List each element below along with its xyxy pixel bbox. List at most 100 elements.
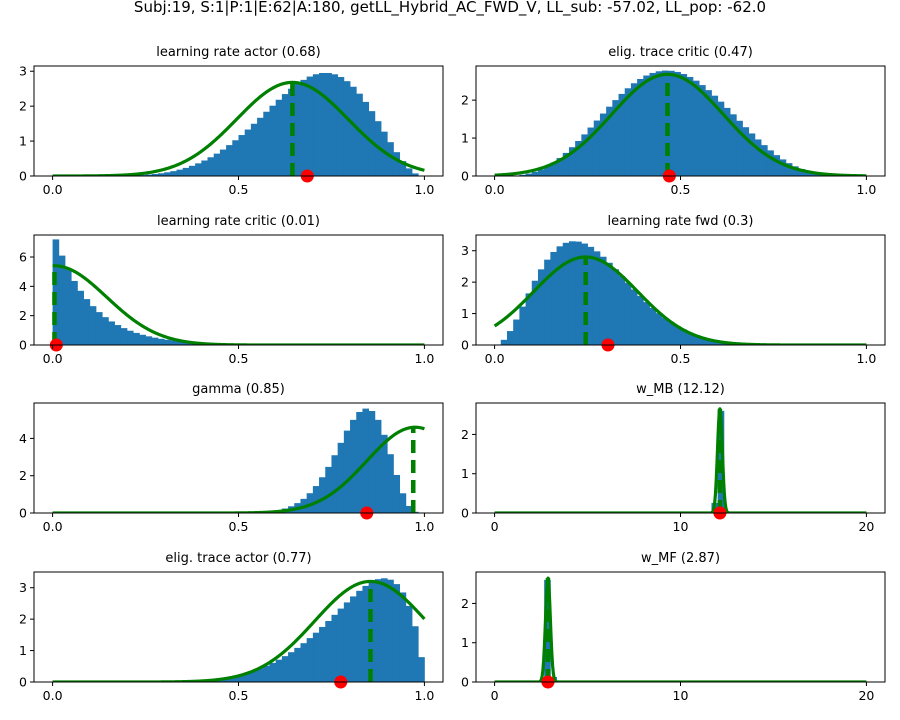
histogram-bar — [556, 246, 564, 345]
y-tick-label: 2 — [19, 308, 27, 323]
x-tick-label: 0.5 — [229, 351, 249, 366]
x-tick-label: 1.0 — [856, 351, 876, 366]
histogram-bar — [568, 241, 576, 345]
histogram-bar — [550, 162, 557, 176]
y-tick-label: 2 — [19, 468, 27, 483]
histogram-bar — [164, 339, 171, 345]
axes-frame — [475, 571, 886, 683]
y-tick-label: 2 — [461, 596, 469, 611]
histogram-bar — [306, 76, 314, 176]
histogram-bar — [157, 173, 165, 176]
histogram-bar — [754, 139, 762, 176]
histogram-bar — [343, 430, 351, 513]
y-tick-label: 2 — [19, 99, 27, 114]
histogram-bar — [550, 251, 557, 345]
prior-curve — [493, 72, 868, 176]
histogram-bar — [637, 78, 644, 176]
x-tick-label: 20 — [858, 519, 874, 534]
histogram-bar — [399, 493, 407, 513]
histogram-bar — [562, 242, 570, 345]
histogram-bar — [387, 142, 394, 176]
histogram-bar — [244, 129, 252, 176]
x-tick-label: 0.5 — [229, 519, 249, 534]
axes-frame — [475, 402, 886, 514]
y-tick-label: 0 — [461, 338, 469, 353]
histogram-bar — [374, 579, 382, 682]
histogram-bar — [612, 269, 619, 345]
histogram-bar — [544, 166, 551, 176]
histogram-bar — [356, 590, 363, 682]
x-tick-label: 0.5 — [671, 182, 691, 197]
histogram-bar — [643, 75, 650, 176]
histogram-bar — [201, 160, 208, 176]
histogram-bar — [643, 302, 650, 345]
subplot-grid: learning rate actor (0.68)0.0 0.5 1.00123e… — [19, 45, 886, 703]
histogram-bar — [655, 313, 663, 345]
histogram-bar — [145, 336, 153, 345]
x-tick-label: 0.0 — [485, 351, 505, 366]
histogram-bar — [71, 280, 78, 345]
y-tick-label: 1 — [461, 466, 469, 481]
histogram-bar — [649, 72, 657, 176]
histogram-bar — [350, 419, 357, 513]
subplot-title: elig. trace actor (0.77) — [165, 551, 311, 566]
histogram-bar — [381, 578, 388, 682]
histogram-bar — [674, 71, 681, 176]
subplot-title: w_MF (2.87) — [641, 551, 720, 566]
histogram-bar — [257, 117, 264, 176]
histogram-bar — [412, 626, 419, 682]
histogram-bar — [288, 652, 295, 682]
histogram-bar — [393, 152, 401, 176]
histogram-bar — [368, 410, 376, 513]
x-tick-label: 0.0 — [485, 182, 505, 197]
histogram-bar — [356, 93, 363, 176]
histogram-bar — [618, 93, 626, 176]
histogram-bar — [244, 672, 252, 682]
histogram-bar — [108, 321, 115, 345]
subplot: gamma (0.85) 0.0 0.5 1.0 0 2 4 — [19, 382, 444, 534]
histogram-bar — [151, 337, 159, 345]
x-tick-label: 0.0 — [43, 351, 63, 366]
subplot: w_MF (2.87) 0 10 20 0 1 2 — [461, 551, 886, 703]
histogram-bar — [405, 168, 413, 176]
histogram-bar — [219, 149, 227, 176]
histogram-bar — [599, 256, 607, 345]
histogram-bar — [374, 419, 382, 513]
histogram-bar — [77, 290, 84, 345]
x-tick-label: 10 — [673, 519, 689, 534]
histogram-bar — [176, 169, 184, 176]
histogram-bar — [64, 269, 72, 345]
y-tick-label: 1 — [461, 131, 469, 146]
histogram-bar — [275, 99, 283, 176]
x-tick-label: 0.5 — [229, 688, 249, 703]
histogram-bar — [587, 127, 595, 176]
histogram-bar — [624, 88, 632, 176]
y-tick-label: 3 — [19, 64, 27, 79]
histogram-bar — [281, 94, 289, 176]
histogram-bar — [226, 145, 233, 176]
histogram-bar — [575, 241, 582, 345]
histogram-bar — [331, 455, 339, 513]
histogram-bar — [182, 167, 190, 176]
x-tick-label: 20 — [858, 688, 874, 703]
histogram-bar — [164, 172, 171, 176]
histogram-bar — [170, 171, 177, 176]
histogram-bar — [630, 289, 638, 345]
histogram-bar — [325, 620, 332, 682]
histogram-bar — [699, 85, 706, 176]
histogram-bar — [232, 675, 239, 682]
histogram-bar — [356, 411, 363, 513]
subplot-title: gamma (0.85) — [192, 382, 285, 397]
histogram-bar — [306, 638, 314, 682]
histogram-bar — [649, 307, 657, 345]
histogram-bar — [275, 659, 283, 682]
x-tick-label: 0 — [491, 519, 499, 534]
histogram-bar — [95, 312, 103, 345]
subplot-title: learning rate critic (0.01) — [157, 214, 320, 229]
x-tick-label: 0.0 — [43, 182, 63, 197]
subplot: w_MB (12.12) 0 10 20 0 1 2 — [461, 382, 886, 534]
histogram-bar — [337, 77, 345, 176]
histogram-bar — [418, 657, 425, 682]
subplot: elig. trace actor (0.77) 0.0 0.5 1.0 0 1 2 3 — [19, 551, 444, 703]
